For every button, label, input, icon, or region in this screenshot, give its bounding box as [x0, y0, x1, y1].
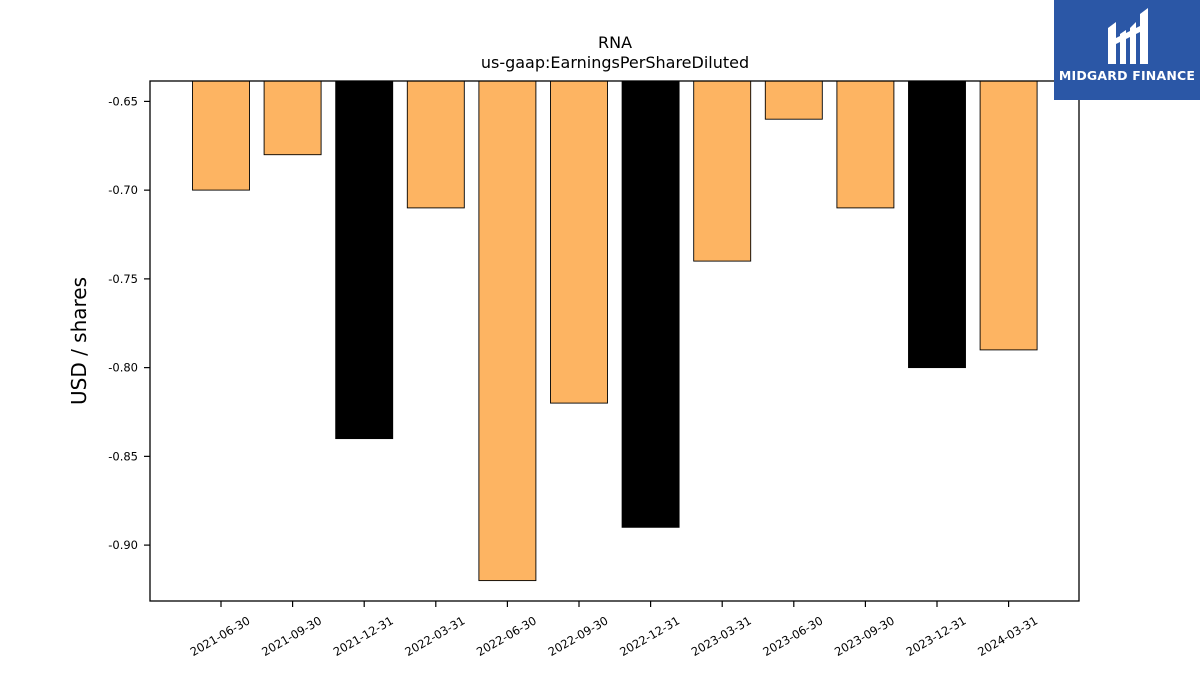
- x-tick-label: 2022-03-31: [402, 613, 467, 659]
- x-tick-label: 2022-09-30: [546, 613, 611, 659]
- y-tick-label: -0.90: [108, 538, 138, 552]
- bar-2023-06-30: [764, 80, 823, 120]
- x-tick-label: 2022-06-30: [474, 613, 539, 659]
- x-tick-label: 2023-12-31: [904, 613, 969, 659]
- bar-2021-12-31: [335, 80, 394, 440]
- bar-2022-06-30: [478, 80, 537, 582]
- x-tick-label: 2022-12-31: [617, 613, 682, 659]
- y-ticks-group: -0.65 -0.70 -0.75 -0.80 -0.85 -0.90: [108, 94, 150, 552]
- bar-2021-09-30: [263, 80, 322, 156]
- x-tick-label: 2023-03-31: [689, 613, 754, 659]
- x-ticks-group: 2021-06-30 2021-09-30 2021-12-31 2022-03-31…: [188, 601, 1040, 659]
- brand-name: MIDGARD FINANCE: [1058, 68, 1196, 83]
- x-tick-label: 2021-06-30: [188, 613, 253, 659]
- y-tick-label: -0.70: [108, 183, 138, 197]
- x-tick-label: 2021-12-31: [331, 613, 396, 659]
- y-tick-label: -0.85: [108, 449, 138, 463]
- bar-2022-12-31: [621, 80, 680, 528]
- bar-2023-03-31: [693, 80, 752, 262]
- x-tick-label: 2023-06-30: [760, 613, 825, 659]
- bar-2023-12-31: [908, 80, 966, 369]
- y-tick-label: -0.65: [108, 94, 138, 108]
- x-tick-label: 2023-09-30: [832, 613, 897, 659]
- y-tick-label: -0.75: [108, 272, 138, 286]
- bar-2022-09-30: [550, 80, 608, 404]
- x-tick-label: 2024-03-31: [975, 613, 1040, 659]
- y-tick-label: -0.80: [108, 361, 138, 375]
- y-axis-label: USD / shares: [67, 277, 91, 405]
- bar-2021-06-30: [192, 80, 250, 191]
- brand-mark-icon: [1108, 8, 1148, 64]
- bar-2023-09-30: [836, 80, 895, 209]
- chart-subtitle: us-gaap:EarningsPerShareDiluted: [481, 53, 749, 72]
- bar-2024-03-31: [979, 80, 1038, 351]
- chart-title: RNA: [598, 33, 632, 52]
- x-tick-label: 2021-09-30: [259, 613, 324, 659]
- bar-2022-03-31: [406, 80, 465, 209]
- bars-group: [192, 80, 1038, 582]
- plot-frame: [149, 80, 1080, 602]
- brand-logo: MIDGARD FINANCE: [1054, 0, 1200, 100]
